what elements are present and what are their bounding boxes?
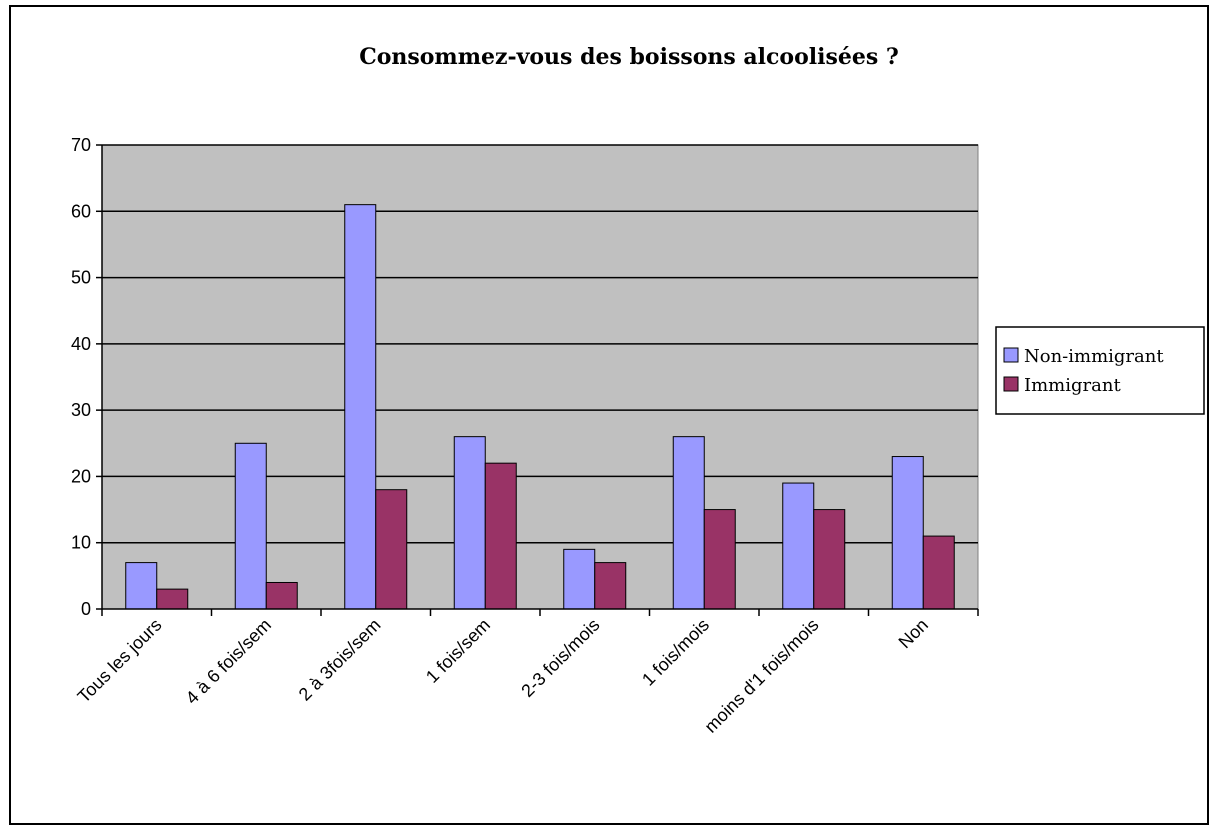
x-tick-label: 2 à 3fois/sem bbox=[295, 615, 385, 705]
y-tick-label: 30 bbox=[71, 400, 91, 420]
bar-immigrant bbox=[703, 509, 736, 610]
legend-box bbox=[995, 326, 1205, 415]
bar-non-immigrant bbox=[672, 436, 705, 610]
bar-immigrant bbox=[265, 581, 298, 610]
y-tick-label: 60 bbox=[71, 201, 91, 221]
bar-immigrant bbox=[484, 462, 517, 610]
bar-non-immigrant bbox=[782, 482, 815, 610]
x-tick-label: 2-3 fois/mois bbox=[517, 615, 603, 701]
chart-title: Consommez-vous des boissons alcoolisées … bbox=[359, 44, 899, 70]
bar-non-immigrant bbox=[563, 548, 596, 610]
x-tick-label: 1 fois/mois bbox=[638, 615, 713, 690]
bar-non-immigrant bbox=[125, 562, 158, 610]
x-tick-label: moins d'1 fois/mois bbox=[701, 615, 823, 737]
x-tick-label: 4 à 6 fois/sem bbox=[182, 615, 275, 708]
y-tick-label: 10 bbox=[71, 533, 91, 553]
x-tick-label: Non bbox=[895, 615, 932, 652]
x-tick-label: Tous les jours bbox=[74, 615, 166, 707]
legend: Non-immigrant Immigrant bbox=[995, 326, 1205, 415]
y-tick-label: 0 bbox=[81, 599, 91, 619]
legend-label-immigrant: Immigrant bbox=[1024, 375, 1121, 396]
bar-non-immigrant bbox=[234, 442, 267, 610]
bar-non-immigrant bbox=[453, 436, 486, 610]
y-tick-label: 70 bbox=[71, 135, 91, 155]
axes bbox=[96, 144, 979, 616]
legend-swatch-non-immigrant bbox=[1003, 347, 1019, 363]
y-tick-label: 20 bbox=[71, 466, 91, 486]
x-tick-label: 1 fois/sem bbox=[422, 615, 494, 687]
bar-immigrant bbox=[375, 489, 408, 610]
bar-non-immigrant bbox=[891, 456, 924, 610]
y-tick-label: 50 bbox=[71, 268, 91, 288]
legend-swatch-immigrant bbox=[1003, 376, 1019, 392]
bar-immigrant bbox=[156, 588, 189, 610]
bar-immigrant bbox=[922, 535, 955, 610]
plot-area bbox=[101, 144, 979, 610]
bar-non-immigrant bbox=[344, 204, 377, 610]
legend-label-non-immigrant: Non-immigrant bbox=[1024, 346, 1164, 367]
bar-immigrant bbox=[594, 562, 627, 610]
y-tick-labels: 0 10 20 30 40 50 60 70 bbox=[71, 135, 91, 619]
x-tick-labels: Tous les jours 4 à 6 fois/sem 2 à 3fois/se… bbox=[74, 615, 932, 737]
bar-immigrant bbox=[813, 509, 846, 610]
y-tick-label: 40 bbox=[71, 334, 91, 354]
